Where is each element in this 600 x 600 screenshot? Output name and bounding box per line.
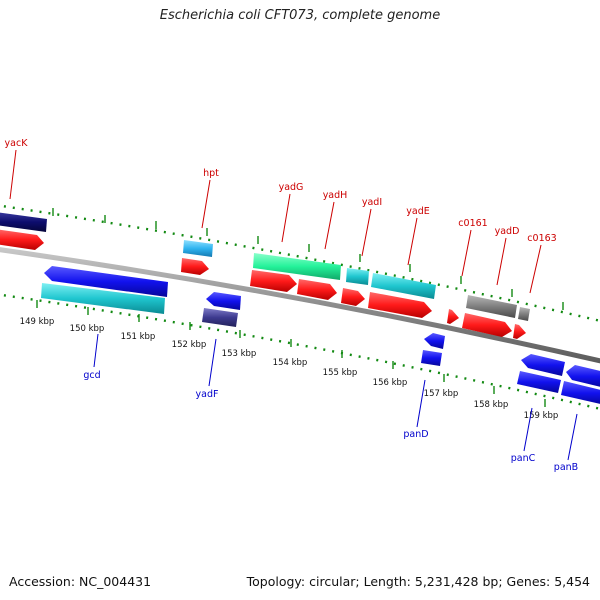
feature-slate [202,308,238,327]
accession-text: Accession: NC_004431 [9,574,152,589]
forward-major-ticks [52,208,564,310]
leader-line [9,149,17,200]
gene-label-yadI: yadI [362,197,382,208]
leader-line [93,333,99,368]
feature-arrow-red [368,292,432,318]
scale-label: 157 kbp [424,389,459,399]
feature-blue [517,371,561,393]
gene-label-gcd: gcd [83,370,100,381]
leader-line [416,379,426,428]
leader-line [461,229,472,277]
genome-backbone [0,247,600,364]
feature-arrow-red [341,288,365,306]
feature-gray [466,295,517,318]
leader-line [324,201,335,250]
feature-arrow-blue [44,266,168,297]
gene-label-c0163: c0163 [527,233,556,244]
feature-blue [561,381,600,404]
feature-arrow-red [447,309,459,324]
feature-arrow-blue [424,333,445,349]
feature-lightblue [183,240,213,257]
scale-label: 149 kbp [20,317,55,327]
gene-label-yacK: yacK [5,138,29,149]
leader-line [567,413,578,461]
gene-label-yadD: yadD [495,226,520,237]
scale-labels: 149 kbp 150 kbp 151 kbp 152 kbp 153 kbp … [20,317,559,421]
feature-arrow-blue [566,365,600,387]
leader-line [281,193,291,243]
scale-label: 151 kbp [121,332,156,342]
gene-label-yadE: yadE [406,206,429,217]
scale-label: 156 kbp [373,378,408,388]
scale-label: 159 kbp [524,411,559,421]
gene-label-yadG: yadG [279,182,304,193]
map-title: Escherichia coli CFT073, complete genome [159,8,441,23]
feature-navy [0,212,47,232]
gene-label-c0161: c0161 [458,218,487,229]
scale-label: 158 kbp [474,400,509,410]
feature-cyan [346,268,369,285]
feature-green [253,253,341,280]
gene-label-hpt: hpt [203,168,219,179]
feature-blue [421,350,442,366]
feature-arrow-blue [521,354,565,376]
feature-arrow-red [0,229,44,250]
feature-arrow-red [181,258,209,275]
leader-line [496,237,507,286]
gene-label-panD: panD [403,429,428,440]
leader-line [529,244,542,294]
gene-label-panB: panB [554,462,578,473]
gene-label-yadF: yadF [196,389,219,400]
feature-gray [518,307,530,321]
leader-line [201,179,211,229]
scale-label: 150 kbp [70,324,105,334]
scale-label: 154 kbp [273,358,308,368]
forward-gene-labels [9,149,542,294]
feature-arrow-red [513,324,526,339]
leader-line [208,338,217,387]
scale-label: 153 kbp [222,349,257,359]
leader-line [523,407,533,452]
reverse-major-ticks [36,300,546,407]
feature-arrow-red [250,270,297,292]
scale-label: 152 kbp [172,340,207,350]
gene-label-yadH: yadH [323,190,348,201]
leader-line [361,208,372,257]
scale-label: 155 kbp [323,368,358,378]
gene-label-panC: panC [511,453,536,464]
feature-cyan [41,283,165,314]
feature-arrow-red [462,313,512,337]
forward-features [0,212,530,339]
reverse-gene-labels [93,333,578,461]
reverse-features [41,266,600,404]
genome-summary-text: Topology: circular; Length: 5,231,428 bp… [246,574,590,589]
feature-cyan [371,273,436,299]
leader-line [407,217,418,266]
feature-arrow-blue [206,292,241,310]
feature-arrow-red [297,279,337,300]
